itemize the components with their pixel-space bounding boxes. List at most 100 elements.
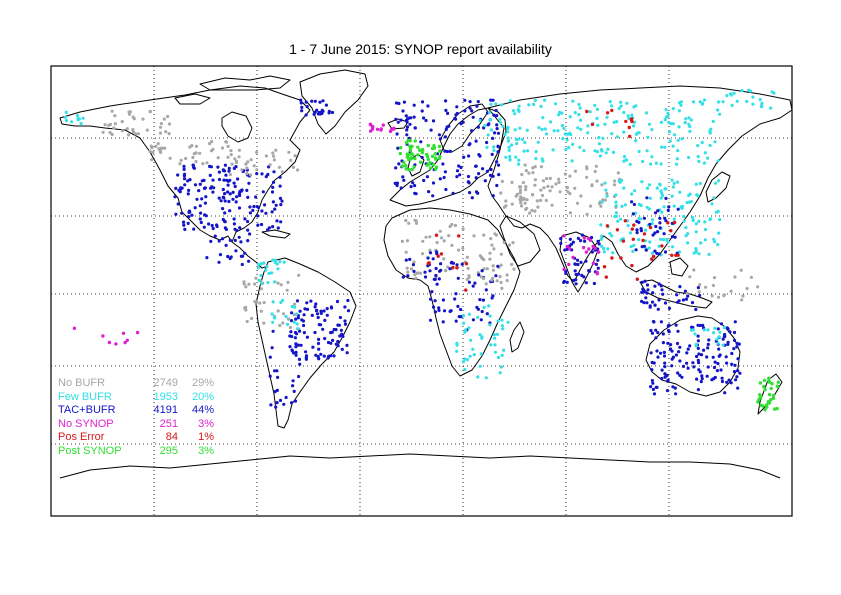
- station-dot: [590, 183, 594, 187]
- station-dot: [716, 243, 720, 247]
- station-dot: [634, 248, 638, 252]
- station-dot: [107, 123, 111, 127]
- station-dot: [595, 150, 600, 154]
- station-dot: [656, 355, 660, 359]
- station-dot: [655, 251, 659, 255]
- station-dot: [221, 207, 225, 211]
- station-dot: [745, 99, 749, 104]
- station-dot: [438, 149, 442, 153]
- station-dot: [164, 130, 168, 134]
- station-dot: [530, 208, 534, 212]
- station-dot: [289, 158, 293, 162]
- station-dot: [650, 300, 655, 304]
- station-dot: [590, 250, 595, 254]
- station-dot: [536, 205, 540, 209]
- station-dot: [396, 146, 400, 150]
- station-dot: [239, 240, 243, 244]
- station-dot: [598, 154, 603, 158]
- station-dot: [767, 379, 771, 383]
- station-dot: [762, 384, 766, 389]
- station-dot: [245, 319, 249, 324]
- station-dot: [686, 347, 690, 351]
- station-dot: [634, 104, 638, 108]
- station-dot: [605, 194, 609, 198]
- station-dot: [564, 271, 568, 275]
- station-dot: [399, 186, 403, 190]
- station-dot: [713, 360, 717, 364]
- station-dot: [228, 209, 232, 213]
- station-dot: [710, 202, 714, 206]
- station-dot: [733, 363, 737, 367]
- station-dot: [522, 149, 526, 153]
- station-dot: [313, 305, 317, 309]
- station-dot: [701, 323, 705, 327]
- station-dot: [209, 165, 213, 169]
- station-dot: [176, 202, 180, 206]
- station-dot: [426, 143, 430, 148]
- station-dot: [736, 369, 740, 373]
- station-dot: [591, 261, 596, 265]
- station-dot: [573, 186, 577, 190]
- station-dot: [654, 161, 659, 165]
- station-dot: [585, 109, 589, 114]
- station-dot: [672, 217, 677, 221]
- station-dot: [251, 208, 255, 212]
- station-dot: [370, 127, 375, 131]
- station-dot: [224, 243, 228, 247]
- legend-count: 84: [165, 431, 178, 443]
- station-dot: [429, 297, 433, 301]
- station-dot: [437, 133, 441, 137]
- station-dot: [531, 171, 535, 175]
- station-dot: [287, 150, 291, 154]
- station-dot: [663, 250, 668, 254]
- station-dot: [420, 155, 424, 160]
- station-dot: [574, 282, 578, 286]
- station-dot: [580, 233, 585, 237]
- station-dot: [381, 123, 385, 127]
- station-dot: [227, 166, 231, 170]
- station-dot: [685, 351, 689, 355]
- station-dot: [228, 172, 232, 177]
- station-dot: [757, 397, 761, 402]
- station-dot: [730, 103, 734, 107]
- station-dot: [401, 275, 405, 279]
- station-dot: [247, 181, 251, 185]
- station-dot: [437, 277, 441, 281]
- station-dot: [271, 185, 275, 189]
- station-dot: [428, 269, 432, 273]
- station-dot: [244, 162, 248, 166]
- station-dot: [735, 375, 739, 379]
- station-dot: [478, 118, 482, 123]
- station-dot: [698, 283, 702, 287]
- station-dot: [182, 167, 186, 171]
- station-dot: [407, 221, 411, 225]
- station-dot: [444, 268, 448, 273]
- station-dot: [578, 145, 582, 149]
- station-dot: [702, 161, 707, 165]
- station-dot: [679, 103, 683, 107]
- station-dot: [471, 284, 475, 288]
- station-dot: [762, 378, 767, 383]
- station-dot: [671, 122, 675, 126]
- station-dot: [481, 167, 485, 171]
- station-dot: [216, 165, 220, 169]
- station-dot: [718, 112, 722, 116]
- station-dot: [479, 318, 483, 322]
- station-dot: [676, 207, 680, 211]
- station-dot: [317, 323, 321, 327]
- station-dot: [64, 110, 68, 114]
- station-dot: [431, 257, 435, 261]
- station-dot: [276, 267, 280, 271]
- station-dot: [253, 300, 257, 304]
- station-dot: [769, 386, 773, 391]
- station-dot: [489, 343, 493, 347]
- station-dot: [433, 299, 437, 303]
- legend-label: TAC+BUFR: [58, 404, 116, 416]
- station-dot: [691, 100, 696, 104]
- graticule: [51, 66, 792, 516]
- station-dot: [662, 350, 667, 354]
- station-dot: [593, 169, 597, 174]
- station-dot: [448, 224, 452, 229]
- station-dot: [568, 115, 572, 119]
- station-dot: [694, 182, 698, 186]
